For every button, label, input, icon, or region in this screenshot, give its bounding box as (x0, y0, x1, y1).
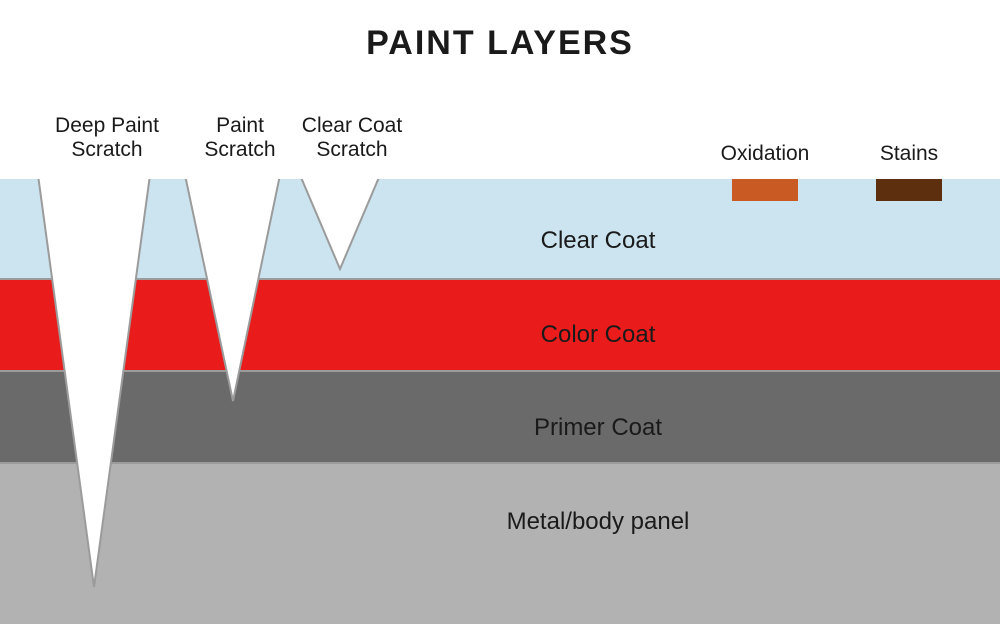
top-label-line: Scratch (195, 138, 285, 162)
layer-label: Color Coat (498, 321, 698, 349)
layer-label: Primer Coat (498, 414, 698, 442)
top-label-line: Paint (195, 114, 285, 138)
top-label-line: Scratch (292, 138, 412, 162)
top-label-line: Scratch (42, 138, 172, 162)
top-label-stains: Stains (864, 142, 954, 166)
oxidation-patch (732, 179, 798, 201)
top-label-deep: Deep PaintScratch (42, 114, 172, 162)
top-label-clear: Clear CoatScratch (292, 114, 412, 162)
stains-patch (876, 179, 942, 201)
top-label-oxidation: Oxidation (710, 142, 820, 166)
top-label-paint: PaintScratch (195, 114, 285, 162)
top-label-line: Clear Coat (292, 114, 412, 138)
paint-layers-diagram: Clear Coat Color Coat Primer Coat Metal/bod… (0, 179, 1000, 624)
top-label-line: Oxidation (710, 142, 820, 166)
top-label-line: Stains (864, 142, 954, 166)
layer-label: Metal/body panel (498, 508, 698, 536)
layer-label: Clear Coat (498, 227, 698, 255)
top-labels-row: Deep PaintScratchPaintScratchClear CoatS… (0, 114, 1000, 174)
top-label-line: Deep Paint (42, 114, 172, 138)
page-title: PAINT LAYERS (0, 24, 1000, 63)
